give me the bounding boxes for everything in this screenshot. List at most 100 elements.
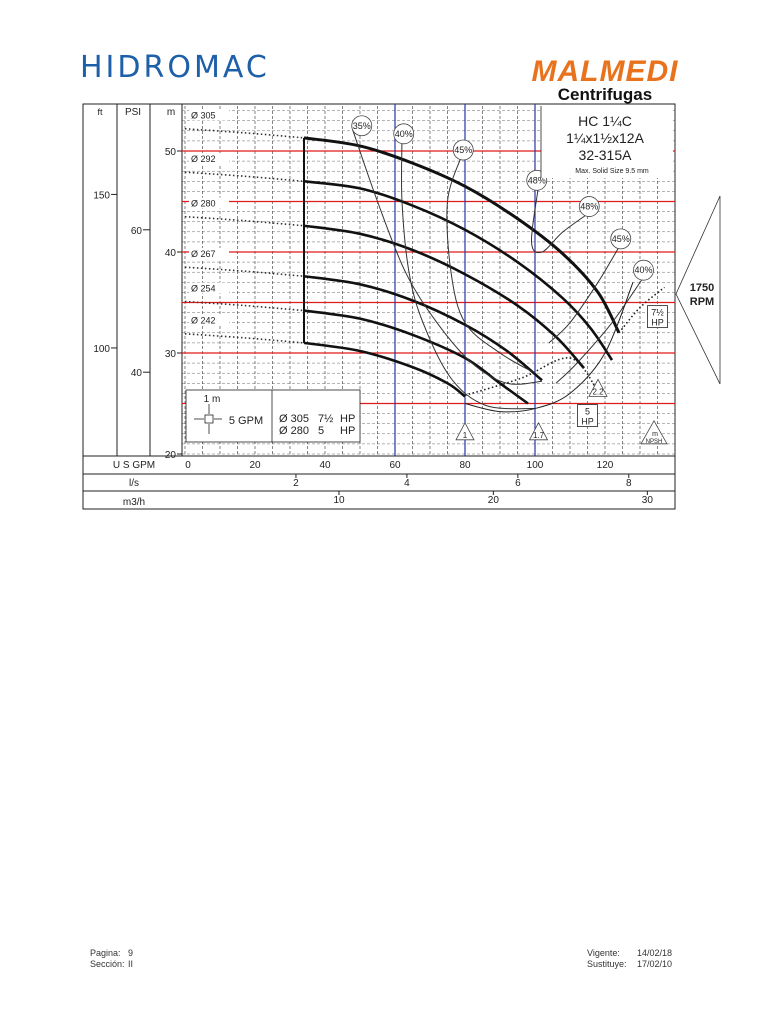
pagina-value: 9 — [128, 948, 134, 958]
chart-title: HC 1¼C — [578, 113, 632, 129]
pagina-label: Pagina: — [90, 948, 121, 958]
efficiency-label: 35% — [353, 121, 371, 131]
npsh-axis-label: NPSH — [646, 439, 663, 445]
impeller-label-bg — [189, 248, 229, 260]
efficiency-label: 45% — [454, 145, 472, 155]
ls-tick-label: 6 — [515, 478, 521, 489]
efficiency-label: 48% — [580, 202, 598, 212]
m-axis-label: m — [167, 107, 175, 118]
m3h-axis-label: m3/h — [123, 497, 145, 508]
malmedi-brand: MALMEDI — [531, 55, 679, 88]
chart-labels: ft PSI m 20 30 40 50 150 100 60 40 U S GPM 0 20 40 60 80… — [93, 106, 721, 508]
speed-arrow — [675, 195, 721, 385]
scale-m-label: 1 m — [204, 394, 221, 405]
impeller-curve — [303, 274, 543, 382]
impeller-curve — [303, 136, 621, 334]
npsh-axis-triangle — [640, 420, 668, 445]
npsh-triangle — [455, 421, 475, 441]
impeller-label-bg — [189, 153, 229, 165]
impeller-label-bg — [189, 109, 229, 121]
impeller-label: Ø 305 — [191, 111, 216, 121]
ft-tick-label: 100 — [93, 344, 110, 355]
impeller-label: Ø 254 — [191, 283, 216, 293]
impeller-curve — [303, 180, 614, 361]
speed-value: 1750 — [690, 282, 714, 294]
x-axis-label: U S GPM — [113, 460, 155, 471]
vigente-label: Vigente: — [587, 948, 620, 958]
power-curve — [618, 286, 666, 334]
power-label-value: 5 — [585, 407, 590, 417]
efficiency-label-circle — [633, 259, 654, 281]
title-box-bg — [541, 106, 673, 178]
chart-subtitle-1: 1¼x1½x12A — [566, 130, 644, 146]
npsh-curve — [464, 282, 634, 413]
vigente-value: 14/02/18 — [637, 948, 673, 958]
legend-hp: 5 — [318, 425, 324, 437]
ls-tick-label: 4 — [404, 478, 410, 489]
sustituye-label: Sustituye: — [587, 959, 627, 969]
x-tick-label: 60 — [389, 460, 401, 471]
x-tick-label: 120 — [597, 460, 614, 471]
efficiency-label: 40% — [634, 265, 652, 275]
m3h-tick-label: 20 — [488, 495, 500, 506]
impeller-label: Ø 267 — [191, 249, 216, 259]
chart-frame — [82, 103, 676, 510]
legend-diameter: Ø 305 — [279, 413, 309, 425]
efficiency-label: 48% — [528, 175, 546, 185]
impeller-curve-extension — [184, 127, 305, 139]
npsh-triangle — [588, 378, 608, 397]
power-label-unit: HP — [581, 417, 594, 427]
legend-hp-unit: HP — [340, 413, 355, 425]
x-tick-label: 100 — [527, 460, 544, 471]
x-tick-label: 20 — [249, 460, 261, 471]
impeller-curve — [303, 341, 466, 398]
psi-tick-label: 60 — [131, 226, 143, 237]
impeller-label-bg — [189, 314, 229, 326]
footer-left: Pagina: 9 Sección: II — [90, 948, 133, 970]
ls-tick-label: 8 — [626, 478, 632, 489]
power-curve — [464, 357, 599, 397]
ls-tick-label: 2 — [293, 478, 299, 489]
npsh-triangle — [528, 421, 549, 441]
impeller-label: Ø 280 — [191, 199, 216, 209]
ft-tick-label: 150 — [93, 190, 110, 201]
efficiency-label-circle — [393, 123, 415, 145]
malmedi-subtitle: Centrifugas — [557, 85, 653, 104]
sustituye-value: 17/02/10 — [637, 959, 673, 969]
m3h-tick-label: 10 — [333, 495, 345, 506]
efficiency-label-circle — [452, 139, 474, 161]
impeller-curve-extension — [184, 215, 305, 227]
psi-axis-label: PSI — [125, 107, 141, 118]
efficiency-curve — [352, 130, 543, 385]
efficiency-curve — [400, 137, 536, 410]
legend-hp: 7½ — [318, 413, 333, 425]
impeller-curve-extension — [184, 333, 305, 344]
power-label-unit: HP — [651, 318, 664, 328]
impeller-label: Ø 292 — [191, 154, 216, 164]
efficiency-label-circle — [351, 115, 373, 137]
m-tick-label: 30 — [165, 349, 177, 360]
power-label-box — [577, 404, 598, 428]
efficiency-label: 45% — [612, 234, 630, 244]
ft-axis-label: ft — [97, 107, 103, 117]
max-solid-note: Max. Solid Size 9.5 mm — [575, 168, 649, 175]
power-label-value: 7½ — [651, 308, 664, 318]
efficiency-curve — [530, 186, 592, 254]
impeller-label: Ø 242 — [191, 316, 216, 326]
m-tick-label: 50 — [165, 147, 177, 158]
efficiency-label-circle — [610, 228, 632, 250]
m3h-tick-label: 30 — [642, 495, 654, 506]
npsh-axis-unit: m — [652, 431, 658, 438]
impeller-curve — [303, 309, 529, 405]
impeller-curve-extension — [184, 171, 305, 183]
x-tick-label: 80 — [459, 460, 471, 471]
impeller-curve-extension — [184, 266, 305, 278]
chart-subtitle-2: 32-315A — [579, 147, 633, 163]
scale-square-icon — [204, 414, 214, 424]
psi-tick-label: 40 — [131, 368, 143, 379]
efficiency-curve — [446, 155, 536, 374]
efficiency-label-circle — [578, 196, 600, 217]
legend-diameter: Ø 280 — [279, 425, 309, 437]
malmedi-logo: MALMEDI Centrifugas — [530, 55, 680, 104]
